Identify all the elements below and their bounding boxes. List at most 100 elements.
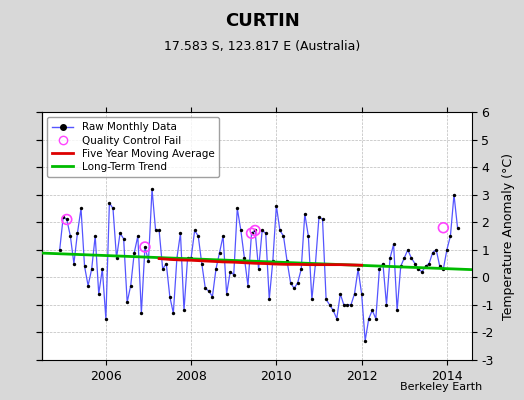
Point: [91, 233, 100, 239]
Point: [56, 246, 64, 253]
Point: [166, 294, 174, 300]
Point: [283, 258, 291, 264]
Point: [333, 316, 341, 322]
Point: [403, 246, 412, 253]
Point: [453, 224, 462, 231]
Point: [84, 282, 92, 289]
Point: [233, 205, 242, 212]
Point: [219, 233, 227, 239]
Point: [237, 227, 245, 234]
Point: [304, 233, 312, 239]
Point: [226, 269, 234, 275]
Point: [116, 230, 124, 236]
Point: [201, 285, 210, 292]
Point: [450, 192, 458, 198]
Point: [176, 230, 184, 236]
Point: [62, 216, 71, 223]
Point: [251, 227, 259, 234]
Legend: Raw Monthly Data, Quality Control Fail, Five Year Moving Average, Long-Term Tren: Raw Monthly Data, Quality Control Fail, …: [47, 117, 220, 177]
Point: [439, 224, 447, 231]
Point: [432, 246, 440, 253]
Point: [77, 205, 85, 212]
Point: [261, 230, 270, 236]
Point: [368, 307, 376, 314]
Point: [379, 260, 387, 267]
Point: [183, 255, 192, 261]
Point: [162, 260, 170, 267]
Point: [325, 302, 334, 308]
Point: [443, 246, 451, 253]
Point: [347, 302, 355, 308]
Point: [198, 260, 206, 267]
Point: [421, 263, 430, 270]
Point: [105, 200, 114, 206]
Point: [397, 263, 405, 270]
Point: [361, 338, 369, 344]
Point: [254, 266, 263, 272]
Point: [215, 249, 224, 256]
Point: [429, 249, 437, 256]
Point: [123, 299, 132, 305]
Point: [173, 255, 181, 261]
Point: [109, 205, 117, 212]
Point: [315, 214, 323, 220]
Point: [290, 285, 298, 292]
Point: [351, 291, 359, 297]
Point: [208, 294, 216, 300]
Point: [393, 307, 401, 314]
Point: [130, 249, 138, 256]
Point: [343, 302, 352, 308]
Point: [137, 310, 146, 316]
Point: [319, 216, 327, 223]
Point: [322, 296, 330, 302]
Point: [141, 244, 149, 250]
Point: [244, 282, 252, 289]
Point: [365, 316, 373, 322]
Point: [205, 288, 213, 294]
Point: [435, 263, 444, 270]
Point: [375, 266, 384, 272]
Point: [293, 280, 302, 286]
Point: [230, 271, 238, 278]
Point: [383, 302, 391, 308]
Point: [102, 316, 110, 322]
Point: [112, 255, 121, 261]
Point: [158, 266, 167, 272]
Point: [212, 266, 220, 272]
Point: [98, 266, 106, 272]
Point: [279, 233, 288, 239]
Point: [258, 227, 266, 234]
Point: [446, 233, 455, 239]
Point: [73, 230, 82, 236]
Point: [418, 269, 426, 275]
Point: [119, 236, 128, 242]
Text: Berkeley Earth: Berkeley Earth: [400, 382, 482, 392]
Text: CURTIN: CURTIN: [225, 12, 299, 30]
Point: [265, 296, 274, 302]
Point: [144, 258, 152, 264]
Point: [308, 296, 316, 302]
Point: [407, 255, 416, 261]
Point: [180, 307, 188, 314]
Point: [336, 291, 344, 297]
Point: [247, 230, 256, 236]
Point: [414, 266, 423, 272]
Point: [151, 227, 160, 234]
Point: [389, 241, 398, 248]
Point: [272, 202, 280, 209]
Point: [126, 282, 135, 289]
Point: [269, 258, 277, 264]
Point: [329, 307, 337, 314]
Point: [425, 260, 433, 267]
Y-axis label: Temperature Anomaly (°C): Temperature Anomaly (°C): [502, 152, 515, 320]
Point: [222, 291, 231, 297]
Point: [400, 255, 408, 261]
Point: [88, 266, 96, 272]
Point: [340, 302, 348, 308]
Point: [141, 244, 149, 250]
Point: [354, 266, 362, 272]
Point: [59, 214, 68, 220]
Point: [66, 233, 74, 239]
Point: [297, 266, 305, 272]
Point: [94, 291, 103, 297]
